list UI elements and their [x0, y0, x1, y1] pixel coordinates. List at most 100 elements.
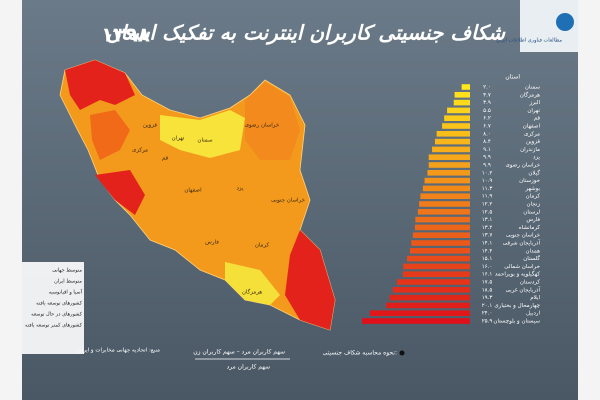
bar: [444, 115, 470, 121]
bar: [411, 240, 470, 246]
value-label: ۱۱.۳: [482, 186, 493, 192]
map-label: هرمزگان: [242, 289, 262, 296]
value-label: ۶.۷: [483, 124, 491, 130]
logo-icon: [556, 13, 574, 31]
value-label: ۱۶.۱: [482, 272, 493, 278]
category-label: مازندران: [520, 147, 540, 153]
value-label: ۱۴.۱: [482, 241, 493, 247]
bar: [453, 99, 470, 106]
legend-item: کشورهای در حال توسعه: [31, 312, 82, 318]
bar: [447, 107, 470, 114]
right-strip: [578, 0, 600, 400]
value-label: ۱۵.۱: [482, 256, 493, 262]
bar: [434, 138, 470, 145]
bar: [428, 162, 470, 168]
value-label: ۱۲.۵: [482, 209, 493, 215]
formula-numerator: سهم کاربران مرد – سهم کاربران زن: [193, 349, 285, 356]
legend-box: [22, 262, 84, 354]
bar-chart: ۲.۰ سمنان ۳.۷ هرمزگان ۳.۹ البرز ۵.۵ تهران ۶.۲ قم ۶…: [362, 84, 541, 325]
value-label: ۱۴.۴: [482, 248, 493, 254]
bar: [402, 271, 470, 277]
value-label: ۲۴.۰: [482, 311, 493, 317]
bar: [403, 263, 470, 270]
category-label: اصفهان: [523, 124, 541, 130]
value-label: ۱۳.۷: [482, 233, 493, 239]
map-label: اصفهان: [184, 188, 202, 194]
category-label: زنجان: [527, 202, 541, 208]
category-label: چهارمحال و بختیاری: [494, 303, 540, 309]
formula-denominator: سهم کاربران مرد: [227, 364, 270, 371]
value-label: ۲۰.۱: [482, 303, 493, 309]
legend-item: کشورهای توسعه یافته: [36, 301, 82, 307]
category-label: کردستان: [520, 279, 540, 286]
value-label: ۸.۴: [483, 139, 491, 145]
value-label: ۲۵.۹: [482, 319, 493, 325]
map-label: یزد: [236, 186, 243, 192]
bar: [412, 232, 470, 238]
value-label: ۱۱.۹: [482, 194, 493, 200]
map-label: مرکزی: [132, 147, 148, 154]
category-label: مرکزی: [524, 130, 540, 137]
category-label: سمنان: [525, 85, 541, 91]
value-label: ۱۶.۰: [482, 264, 493, 270]
value-label: ۱۷.۵: [482, 280, 493, 286]
value-label: ۸.۰: [483, 131, 491, 137]
value-label: ۱۳.۲: [482, 225, 493, 231]
category-label: قزوین: [526, 139, 540, 145]
category-label: گیلان: [528, 169, 540, 176]
category-label: خراسان جنوبی: [506, 233, 540, 239]
bar: [424, 177, 470, 184]
map-label: قزوین: [143, 123, 157, 129]
formula-title: نحوه محاسبه شکاف جنسیتی:: [323, 350, 397, 357]
category-label: تهران: [527, 108, 540, 114]
bar: [420, 193, 470, 199]
value-label: ۱۹.۳: [482, 295, 493, 301]
value-label: ۱۳.۱: [482, 217, 493, 223]
logo-text: مطالعات فناوری اطلاعات ایران: [496, 38, 562, 44]
value-label: ۶.۲: [483, 116, 491, 122]
category-label: اردبیل: [526, 311, 540, 317]
bar: [362, 318, 470, 324]
iran-map: [59, 59, 336, 331]
value-label: ۱۲.۲: [482, 202, 493, 208]
region-southeast: [285, 230, 335, 330]
bar: [369, 310, 470, 316]
category-label: خراسان رضوی: [505, 163, 540, 169]
category-label: بوشهر: [524, 186, 540, 192]
chart-year: ۱۳۹۸: [101, 23, 150, 47]
value-label: ۳.۹: [483, 100, 491, 106]
region-northwest: [65, 60, 135, 110]
region-west: [90, 110, 130, 160]
value-label: ۹.۹: [483, 163, 491, 169]
legend-item: متوسط جهانی: [52, 268, 82, 274]
bar: [428, 154, 470, 160]
region-south: [225, 262, 280, 305]
legend: متوسط جهانی متوسط ایران آسیا و اقیانوسیه کش…: [25, 268, 83, 329]
map-label: خراسان جنوبی: [271, 198, 305, 204]
category-label: خراسان شمالی: [504, 264, 540, 270]
category-label: همدان: [525, 248, 540, 254]
map-label: سمنان: [197, 138, 213, 144]
legend-item: آسیا و اقیانوسیه: [49, 289, 83, 296]
bar: [419, 201, 470, 207]
bar: [397, 279, 470, 285]
category-label: ایلام: [530, 295, 540, 301]
region-southwest: [95, 170, 145, 215]
bar: [432, 146, 470, 153]
bar: [392, 287, 470, 293]
bar: [415, 216, 470, 223]
map-label: تهران: [172, 136, 185, 142]
value-label: ۵.۵: [483, 108, 491, 114]
value-label: ۱۰.۹: [482, 178, 493, 184]
bar: [454, 92, 470, 98]
left-strip: [0, 0, 22, 400]
category-label: کرمان: [526, 193, 541, 200]
legend-item: متوسط ایران: [54, 279, 82, 285]
bar: [414, 224, 470, 231]
bar: [409, 248, 470, 254]
bar: [422, 185, 470, 192]
category-label: کرمانشاه: [519, 224, 541, 231]
region-northeast: [245, 82, 300, 160]
